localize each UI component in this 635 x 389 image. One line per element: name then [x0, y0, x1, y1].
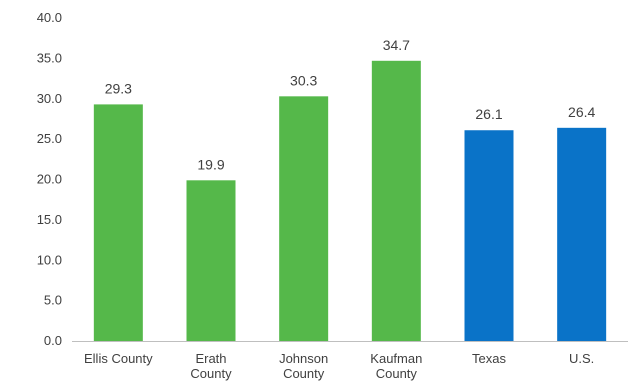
data-label: 19.9 [197, 156, 224, 172]
y-tick-label: 15.0 [37, 212, 62, 227]
bar [464, 130, 514, 341]
category-label-line: County [376, 366, 418, 381]
data-label: 30.3 [290, 72, 317, 88]
bar [371, 60, 421, 342]
y-tick-label: 40.0 [37, 10, 62, 25]
data-label: 29.3 [105, 80, 132, 96]
y-tick-label: 20.0 [37, 172, 62, 187]
x-axis-labels: Ellis County ErathCountyJohnsonCountyKauf… [84, 351, 594, 381]
y-tick-label: 30.0 [37, 91, 62, 106]
bar [93, 104, 143, 341]
y-tick-label: 5.0 [44, 293, 62, 308]
data-labels: 29.3 19.9 30.3 34.7 26.1 26.4 [105, 37, 596, 173]
y-axis-ticks: 0.0 5.0 10.0 15.0 20.0 25.0 30.0 35.0 40.0 [37, 10, 62, 348]
data-label: 26.4 [568, 104, 595, 120]
y-tick-label: 35.0 [37, 50, 62, 65]
category-label-line: Kaufman [370, 351, 422, 366]
bars [93, 60, 607, 342]
category-label: Ellis County [84, 351, 153, 366]
category-label-line: Texas [472, 351, 506, 366]
bar [279, 96, 329, 341]
bar [557, 127, 607, 341]
y-tick-label: 25.0 [37, 131, 62, 146]
category-label-line: U.S. [569, 351, 594, 366]
y-tick-label: 10.0 [37, 252, 62, 267]
category-label: U.S. [569, 351, 594, 366]
category-label-line: Erath [195, 351, 226, 366]
bar [186, 180, 236, 341]
data-label: 26.1 [475, 106, 502, 122]
data-label: 34.7 [383, 37, 410, 53]
category-label-line: County [283, 366, 325, 381]
category-label-line: Johnson [279, 351, 328, 366]
y-tick-label: 0.0 [44, 333, 62, 348]
category-label-line: County [190, 366, 232, 381]
category-label-line: Ellis County [84, 351, 153, 366]
category-label: Texas [472, 351, 506, 366]
